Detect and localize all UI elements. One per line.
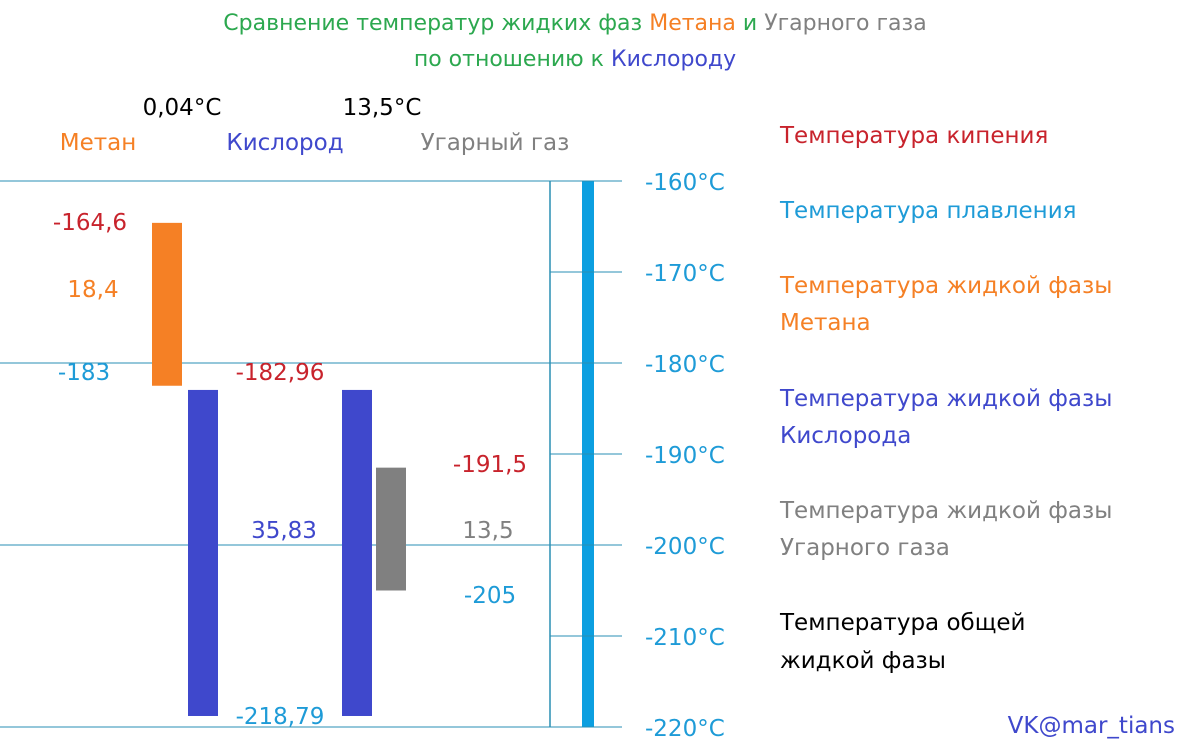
header-methane: Метан: [60, 130, 137, 156]
header-oxygen: Кислород: [226, 130, 343, 156]
y-axis: -160°C -170°C -180°C -190°C -200°C -210°C -220…: [549, 170, 725, 742]
label-methane-boiling: -164,6: [53, 210, 127, 236]
bars: [152, 181, 594, 727]
label-oxygen-span: 35,83: [251, 518, 317, 544]
chart-title-line2: по отношению к Кислороду: [414, 47, 736, 72]
legend-melting: Температура плавления: [779, 198, 1077, 224]
bar-methane: [152, 222, 182, 386]
legend-methane: Температура жидкой фазы: [779, 273, 1112, 299]
chart-title-line1: Сравнение температур жидких фаз Метана и…: [223, 11, 926, 36]
title-co: Угарного газа: [764, 11, 927, 36]
y-tick-label: -170°C: [645, 261, 725, 287]
y-tick-label: -190°C: [645, 443, 725, 469]
y-tick-label: -220°C: [645, 716, 725, 742]
credit: VK@mar_tians: [1008, 713, 1175, 739]
legend-oxygen-line2: Кислорода: [780, 423, 911, 449]
label-oxygen-melting: -218,79: [236, 704, 325, 730]
legend-boiling: Температура кипения: [779, 123, 1048, 149]
y-tick-label: -180°C: [645, 352, 725, 378]
bar-oxygen-2: [342, 389, 372, 716]
y-tick-label: -160°C: [645, 170, 725, 196]
label-methane-melting: -183: [58, 360, 110, 386]
overlap-label-co-oxygen: 13,5°C: [343, 95, 422, 121]
legend-common-line2: жидкой фазы: [780, 648, 946, 674]
gridlines: [0, 180, 552, 728]
title-methane: Метана: [649, 11, 736, 36]
y-tick-label: -200°C: [645, 534, 725, 560]
title-part: Сравнение температур жидких фаз: [223, 11, 649, 36]
title-part: и: [736, 11, 764, 36]
legend-methane-line2: Метана: [780, 310, 871, 336]
overlap-label-methane-oxygen: 0,04°C: [143, 95, 222, 121]
legend-oxygen: Температура жидкой фазы: [779, 386, 1112, 412]
legend-co: Температура жидкой фазы: [779, 498, 1112, 524]
label-co-span: 13,5: [462, 518, 513, 544]
title-oxygen: Кислороду: [611, 47, 736, 72]
y-tick-label: -210°C: [645, 625, 725, 651]
label-co-boiling: -191,5: [453, 452, 527, 478]
bar-oxygen: [188, 389, 218, 716]
bar-co: [376, 467, 406, 591]
label-methane-span: 18,4: [67, 277, 118, 303]
label-co-melting: -205: [464, 583, 516, 609]
title-part: по отношению к: [414, 47, 611, 72]
label-oxygen-boiling: -182,96: [236, 360, 325, 386]
header-co: Угарный газ: [421, 130, 570, 156]
legend-co-line2: Угарного газа: [780, 535, 950, 561]
legend-common: Температура общей: [779, 610, 1025, 636]
